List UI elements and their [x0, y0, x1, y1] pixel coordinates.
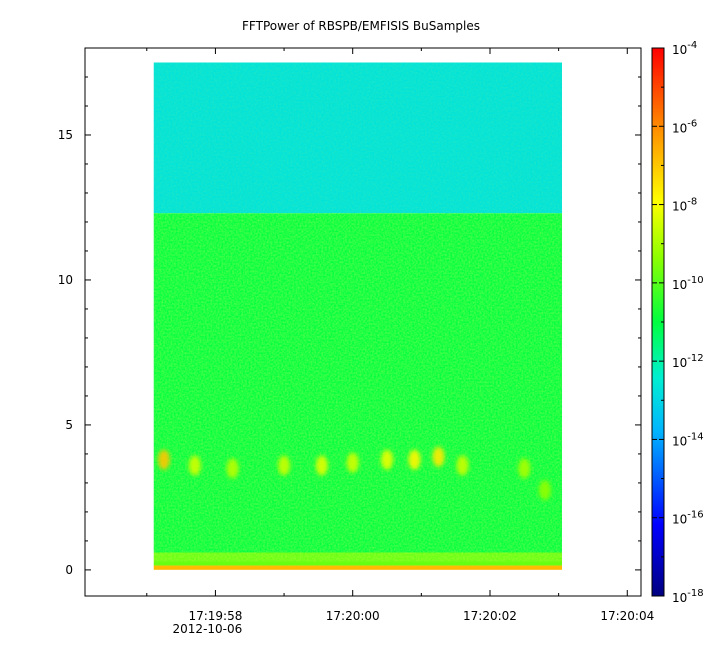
colorbar-tick-label: 10-16 [672, 510, 704, 527]
wave-burst [346, 452, 359, 473]
wave-burst [188, 455, 201, 476]
y-tick-label: 5 [65, 418, 73, 432]
spectrogram-data [153, 62, 563, 570]
wave-burst [226, 458, 239, 479]
colorbar-tick-label: 10-8 [672, 197, 697, 214]
wave-burst [408, 449, 421, 470]
x-tick-label: 17:20:00 [326, 609, 380, 623]
spectrogram-noise-texture [153, 62, 563, 214]
wave-burst [278, 455, 291, 476]
y-axis: 0 5 10 15 [58, 76, 641, 577]
wave-burst [432, 446, 445, 467]
y-tick-label: 15 [58, 128, 73, 142]
chart-title: FFTPower of RBSPB/EMFISIS BuSamples [242, 19, 480, 33]
x-tick-label: 17:19:58 [188, 609, 242, 623]
spectrogram-noise-texture [153, 213, 563, 562]
spectrogram-band [153, 565, 563, 570]
y-tick-label: 0 [65, 563, 73, 577]
x-tick-label: 17:20:02 [463, 609, 517, 623]
x-tick-label: 17:20:04 [600, 609, 654, 623]
x-tick-sublabel: 2012-10-06 [173, 622, 243, 636]
colorbar-tick-label: 10-4 [672, 40, 697, 57]
wave-burst [518, 458, 531, 479]
wave-burst [157, 449, 170, 470]
colorbar-tick-label: 10-6 [672, 118, 697, 135]
colorbar-tick-label: 10-14 [672, 431, 704, 448]
wave-burst [315, 455, 328, 476]
colorbar-tick-label: 10-12 [672, 353, 704, 370]
wave-burst [456, 455, 469, 476]
colorbar-tick-label: 10-10 [672, 275, 704, 292]
colorbar-tick-label: 10-18 [672, 588, 704, 605]
wave-burst [381, 449, 394, 470]
wave-burst [538, 480, 551, 501]
y-tick-label: 10 [58, 273, 73, 287]
